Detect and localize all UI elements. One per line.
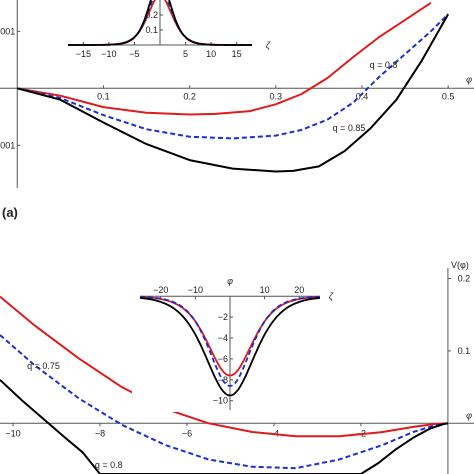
curve-annotation: q = 0.85	[333, 123, 366, 133]
y-tick-label: 0.1	[458, 346, 471, 356]
inset-series-line-3	[139, 297, 321, 397]
inset-y-tick-label: 0.1	[145, 25, 158, 35]
x-axis-label: φ	[466, 410, 472, 420]
series-line-1	[0, 295, 448, 438]
inset-y-tick-label: −6	[218, 354, 228, 364]
inset-series-line-2	[140, 295, 320, 388]
inset-x-tick-label: −10	[188, 285, 203, 295]
x-tick-label: 0.3	[270, 91, 283, 101]
y-axis-label: V(φ)	[451, 260, 469, 270]
y-tick-label: −0.001	[0, 140, 15, 150]
inset-series-line-1	[139, 296, 321, 377]
curve-annotation: q = 0.8	[95, 460, 123, 470]
inset-x-axis-label: ζ	[329, 291, 334, 301]
inset-x-tick-label: −20	[153, 285, 168, 295]
inset-x-tick-label: 5	[183, 49, 188, 59]
panel-b: −10 −8 −6 −4 −2 0.2 0.1 V(φ) φ q = 0.75 q = 0.8 −20…	[0, 260, 474, 474]
inset-x-tick-label: −10	[101, 49, 116, 59]
inset-x-tick-label: 10	[206, 49, 216, 59]
inset-y-tick-label: −2	[218, 312, 228, 322]
curve-annotation: q = 0.8	[370, 60, 398, 70]
inset-x-tick-label: 15	[232, 49, 242, 59]
inset-x-axis-label: ζ	[266, 40, 271, 50]
x-tick-label: 0.4	[356, 91, 369, 101]
x-axis-label: φ	[466, 74, 472, 84]
inset-y-tick-label: −10	[213, 396, 228, 406]
series-line-3	[0, 379, 449, 474]
x-tick-label: −8	[95, 428, 105, 438]
inset-x-tick-label: 10	[260, 285, 270, 295]
series-line-2	[0, 334, 449, 470]
x-tick-label: 0.2	[183, 91, 196, 101]
x-tick-label: −6	[182, 428, 192, 438]
series-line-3	[16, 13, 449, 173]
inset-series-line-3	[168, 0, 252, 46]
panel-a-label: (a)	[2, 205, 18, 220]
inset-y-tick-label: 0.2	[145, 10, 158, 20]
panel-a: 0.1 0.2 0.3 0.4 0.5 0.001 −0.001 φ q = 0.8 q = 0.…	[0, 0, 474, 188]
inset-y-tick-label: −4	[218, 333, 228, 343]
inset-x-tick-label: 20	[294, 285, 304, 295]
y-tick-label: 0.001	[0, 26, 15, 36]
curve-annotation: q = 0.75	[27, 361, 60, 371]
x-tick-label: 0.1	[97, 91, 110, 101]
inset-x-tick-label: −5	[129, 49, 139, 59]
series-line-1	[17, 1, 432, 116]
inset-x-tick-label: −15	[76, 49, 91, 59]
inset-y-axis-label: φ	[227, 276, 233, 286]
x-tick-label: 0.5	[442, 91, 455, 101]
x-tick-label: −10	[5, 428, 20, 438]
inset-background	[66, 0, 256, 62]
y-tick-label: 0.2	[458, 273, 471, 283]
inset-series-line-3	[68, 0, 152, 46]
series-line-2	[16, 13, 449, 140]
